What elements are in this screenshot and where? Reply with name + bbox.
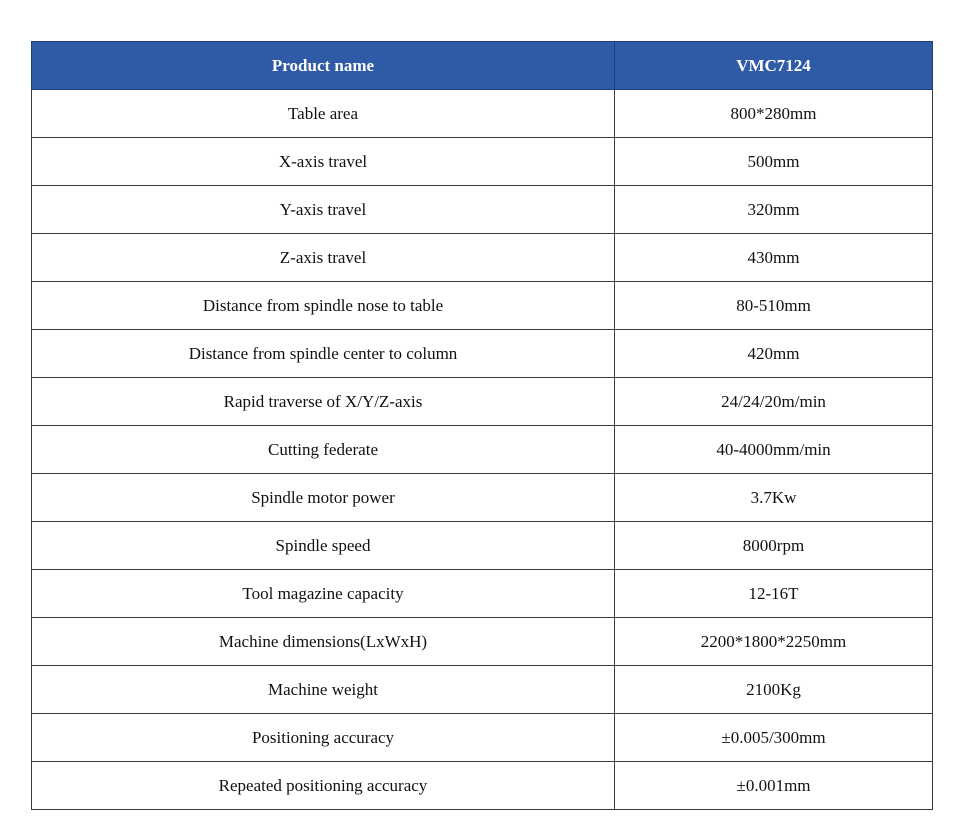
spec-value-cell: 8000rpm [614, 521, 933, 570]
spec-value-cell: 800*280mm [614, 89, 933, 138]
spec-name-cell: Distance from spindle nose to table [31, 281, 615, 330]
spec-name-cell: Spindle motor power [31, 473, 615, 522]
table-row: Tool magazine capacity 12-16T [31, 569, 933, 618]
spec-name-cell: Z-axis travel [31, 233, 615, 282]
spec-table: Product name VMC7124 Table area 800*280m… [31, 41, 933, 810]
table-row: Spindle speed 8000rpm [31, 521, 933, 570]
spec-value-cell: 2200*1800*2250mm [614, 617, 933, 666]
spec-name-cell: Spindle speed [31, 521, 615, 570]
spec-value-cell: 3.7Kw [614, 473, 933, 522]
table-row: Y-axis travel 320mm [31, 185, 933, 234]
table-row: Machine weight 2100Kg [31, 665, 933, 714]
table-row: Repeated positioning accuracy ±0.001mm [31, 761, 933, 810]
spec-name-cell: Machine weight [31, 665, 615, 714]
table-row: Distance from spindle center to column 4… [31, 329, 933, 378]
spec-value-cell: 24/24/20m/min [614, 377, 933, 426]
spec-value-cell: 12-16T [614, 569, 933, 618]
table-row: X-axis travel 500mm [31, 137, 933, 186]
table-row: Rapid traverse of X/Y/Z-axis 24/24/20m/m… [31, 377, 933, 426]
spec-value-cell: 430mm [614, 233, 933, 282]
spec-name-cell: Cutting federate [31, 425, 615, 474]
table-row: Table area 800*280mm [31, 89, 933, 138]
header-value-cell: VMC7124 [614, 41, 933, 90]
spec-name-cell: Positioning accuracy [31, 713, 615, 762]
table-row: Cutting federate 40-4000mm/min [31, 425, 933, 474]
spec-name-cell: Distance from spindle center to column [31, 329, 615, 378]
table-header-row: Product name VMC7124 [31, 41, 933, 90]
spec-name-cell: Machine dimensions(LxWxH) [31, 617, 615, 666]
header-name-cell: Product name [31, 41, 615, 90]
spec-name-cell: Table area [31, 89, 615, 138]
spec-name-cell: X-axis travel [31, 137, 615, 186]
spec-value-cell: 500mm [614, 137, 933, 186]
spec-value-cell: 420mm [614, 329, 933, 378]
table-row: Distance from spindle nose to table 80-5… [31, 281, 933, 330]
spec-value-cell: 80-510mm [614, 281, 933, 330]
spec-name-cell: Y-axis travel [31, 185, 615, 234]
table-row: Positioning accuracy ±0.005/300mm [31, 713, 933, 762]
spec-value-cell: 320mm [614, 185, 933, 234]
table-row: Z-axis travel 430mm [31, 233, 933, 282]
table-row: Machine dimensions(LxWxH) 2200*1800*2250… [31, 617, 933, 666]
spec-name-cell: Rapid traverse of X/Y/Z-axis [31, 377, 615, 426]
spec-value-cell: ±0.001mm [614, 761, 933, 810]
spec-value-cell: 2100Kg [614, 665, 933, 714]
spec-value-cell: ±0.005/300mm [614, 713, 933, 762]
spec-name-cell: Repeated positioning accuracy [31, 761, 615, 810]
spec-value-cell: 40-4000mm/min [614, 425, 933, 474]
spec-name-cell: Tool magazine capacity [31, 569, 615, 618]
table-row: Spindle motor power 3.7Kw [31, 473, 933, 522]
